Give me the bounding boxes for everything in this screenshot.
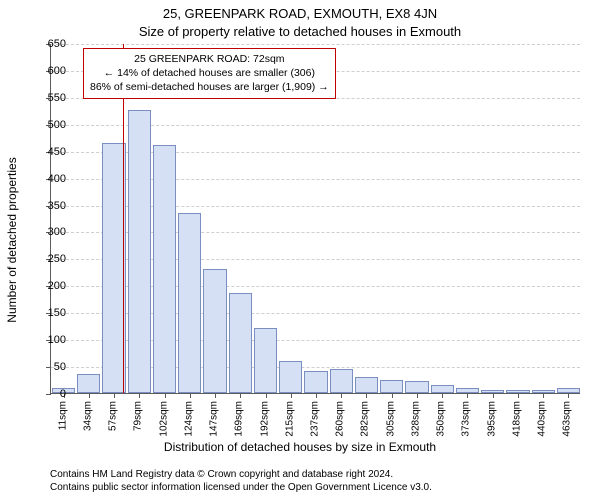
x-tick xyxy=(266,393,267,398)
x-tick-label: 237sqm xyxy=(310,401,321,437)
x-tick xyxy=(417,393,418,398)
y-tick-label: 250 xyxy=(36,253,66,265)
histogram-bar xyxy=(153,145,176,393)
x-tick xyxy=(442,393,443,398)
x-tick xyxy=(291,393,292,398)
x-tick-label: 11sqm xyxy=(57,401,68,430)
x-tick xyxy=(341,393,342,398)
annotation-line: 86% of semi-detached houses are larger (… xyxy=(90,80,329,94)
x-tick-label: 350sqm xyxy=(436,401,447,437)
histogram-bar xyxy=(431,385,454,393)
annotation-box: 25 GREENPARK ROAD: 72sqm ← 14% of detach… xyxy=(83,48,336,99)
histogram-bar xyxy=(229,293,252,393)
histogram-bar xyxy=(380,380,403,393)
y-tick-label: 600 xyxy=(36,65,66,77)
x-tick-label: 79sqm xyxy=(133,401,144,431)
x-tick xyxy=(543,393,544,398)
x-tick-label: 169sqm xyxy=(234,401,245,437)
y-tick-label: 0 xyxy=(36,388,66,400)
x-tick-label: 102sqm xyxy=(158,401,169,437)
x-tick-label: 192sqm xyxy=(259,401,270,437)
x-tick-label: 373sqm xyxy=(461,401,472,437)
y-tick-label: 300 xyxy=(36,226,66,238)
chart-plot-area: 25 GREENPARK ROAD: 72sqm ← 14% of detach… xyxy=(50,44,580,394)
histogram-bar xyxy=(355,377,378,393)
histogram-bar xyxy=(279,361,302,393)
x-tick xyxy=(89,393,90,398)
x-tick xyxy=(493,393,494,398)
x-tick xyxy=(215,393,216,398)
annotation-line: ← 14% of detached houses are smaller (30… xyxy=(90,66,329,80)
x-tick xyxy=(139,393,140,398)
histogram-bar xyxy=(405,381,428,393)
x-tick-label: 260sqm xyxy=(335,401,346,437)
x-tick xyxy=(165,393,166,398)
y-tick-label: 500 xyxy=(36,119,66,131)
credits: Contains HM Land Registry data © Crown c… xyxy=(50,468,432,494)
y-tick-label: 100 xyxy=(36,334,66,346)
histogram-bar xyxy=(330,369,353,393)
x-tick xyxy=(190,393,191,398)
x-tick-label: 305sqm xyxy=(385,401,396,437)
x-tick-label: 215sqm xyxy=(284,401,295,437)
x-tick xyxy=(114,393,115,398)
x-tick-label: 440sqm xyxy=(537,401,548,437)
y-tick-label: 550 xyxy=(36,92,66,104)
histogram-bar xyxy=(77,374,100,393)
y-tick-label: 650 xyxy=(36,38,66,50)
x-tick xyxy=(467,393,468,398)
x-tick-label: 418sqm xyxy=(511,401,522,437)
y-tick-label: 200 xyxy=(36,280,66,292)
histogram-bar xyxy=(304,371,327,393)
x-tick-label: 147sqm xyxy=(209,401,220,437)
gridline xyxy=(51,44,580,45)
x-tick-label: 463sqm xyxy=(562,401,573,437)
x-tick-label: 395sqm xyxy=(486,401,497,437)
x-tick-label: 328sqm xyxy=(410,401,421,437)
y-tick-label: 150 xyxy=(36,307,66,319)
x-tick xyxy=(518,393,519,398)
credits-line: Contains public sector information licen… xyxy=(50,481,432,494)
y-tick-label: 350 xyxy=(36,200,66,212)
x-axis-label: Distribution of detached houses by size … xyxy=(0,440,600,454)
x-tick xyxy=(392,393,393,398)
credits-line: Contains HM Land Registry data © Crown c… xyxy=(50,468,432,481)
y-tick-label: 450 xyxy=(36,146,66,158)
chart-subtitle: Size of property relative to detached ho… xyxy=(0,24,600,39)
chart-title-address: 25, GREENPARK ROAD, EXMOUTH, EX8 4JN xyxy=(0,6,600,21)
x-tick-label: 57sqm xyxy=(108,401,119,431)
y-tick-label: 400 xyxy=(36,173,66,185)
y-axis-label: Number of detached properties xyxy=(5,157,19,322)
y-tick-label: 50 xyxy=(36,361,66,373)
x-tick-label: 124sqm xyxy=(183,401,194,437)
histogram-bar xyxy=(178,213,201,393)
histogram-bar xyxy=(254,328,277,393)
x-tick xyxy=(316,393,317,398)
x-tick-label: 282sqm xyxy=(360,401,371,437)
x-tick-label: 34sqm xyxy=(82,401,93,431)
x-tick xyxy=(240,393,241,398)
histogram-bar xyxy=(128,110,151,393)
x-tick xyxy=(568,393,569,398)
x-tick xyxy=(366,393,367,398)
histogram-bar xyxy=(203,269,226,393)
annotation-line: 25 GREENPARK ROAD: 72sqm xyxy=(90,52,329,66)
